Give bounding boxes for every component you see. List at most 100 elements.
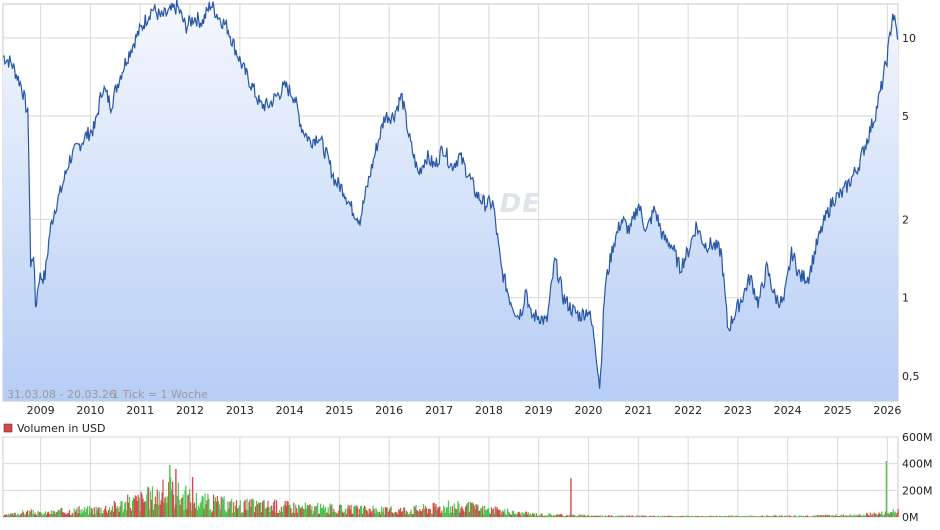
- volume-bar: [525, 511, 527, 517]
- volume-bar: [234, 512, 236, 517]
- volume-bar: [229, 501, 231, 517]
- volume-bar: [53, 511, 55, 517]
- volume-bar: [297, 513, 299, 517]
- volume-bar: [627, 515, 629, 517]
- volume-bar: [523, 512, 525, 517]
- volume-bar: [55, 512, 57, 517]
- volume-bar: [739, 516, 742, 517]
- volume-bar-spike: [175, 469, 177, 517]
- x-tick-label: 2014: [276, 404, 304, 417]
- volume-bar: [306, 505, 308, 517]
- volume-bar: [403, 507, 405, 517]
- volume-bar: [550, 514, 552, 517]
- volume-bar: [76, 507, 78, 517]
- volume-bar: [157, 504, 159, 517]
- volume-bar: [818, 515, 820, 517]
- volume-bar: [436, 510, 438, 517]
- volume-bar: [8, 515, 10, 517]
- volume-bar: [564, 516, 566, 517]
- volume-bar: [294, 513, 296, 517]
- volume-bar: [467, 501, 470, 517]
- volume-bar: [600, 516, 602, 518]
- volume-bar: [300, 507, 302, 517]
- volume-bar: [576, 516, 578, 517]
- volume-bar: [547, 516, 549, 517]
- volume-bar: [159, 504, 161, 517]
- volume-bar: [518, 511, 520, 517]
- volume-bar: [47, 511, 50, 517]
- volume-bar: [255, 506, 257, 517]
- volume-bar: [740, 516, 743, 518]
- volume-bar: [186, 509, 188, 517]
- volume-bar: [458, 503, 460, 517]
- volume-bar: [761, 515, 764, 517]
- volume-bar: [400, 507, 402, 517]
- volume-bar: [824, 514, 827, 517]
- volume-bar: [367, 513, 369, 517]
- volume-bar: [859, 515, 861, 517]
- volume-bar: [423, 503, 425, 517]
- volume-bar: [538, 514, 540, 517]
- volume-bar: [821, 515, 823, 517]
- volume-bar: [455, 509, 457, 517]
- volume-bar: [104, 508, 106, 517]
- volume-bar: [256, 500, 258, 517]
- volume-bar: [352, 513, 354, 517]
- volume-bar: [62, 512, 64, 517]
- volume-bar: [671, 516, 673, 517]
- volume-bar: [271, 505, 273, 517]
- volume-bar: [631, 515, 633, 517]
- volume-bar: [736, 515, 738, 517]
- volume-bar: [106, 511, 108, 517]
- volume-bar: [670, 516, 672, 517]
- volume-bar: [319, 513, 321, 517]
- volume-bar: [679, 516, 681, 517]
- volume-bar: [92, 514, 94, 517]
- volume-bar: [810, 516, 812, 517]
- volume-bar: [298, 504, 300, 517]
- volume-bar: [52, 510, 54, 517]
- volume-bar: [235, 500, 238, 517]
- volume-bar: [583, 514, 585, 517]
- volume-bar: [34, 512, 36, 517]
- volume-bar: [577, 515, 579, 517]
- volume-bar: [301, 505, 303, 517]
- volume-bar: [568, 516, 570, 517]
- volume-bar: [245, 509, 247, 517]
- volume-bar: [472, 503, 474, 517]
- volume-bar: [140, 491, 142, 517]
- volume-bar: [678, 516, 681, 517]
- price-line: [2, 0, 899, 389]
- volume-bar: [64, 512, 66, 517]
- volume-bar: [630, 516, 632, 517]
- volume-bar: [411, 513, 413, 517]
- volume-bar: [857, 515, 859, 517]
- volume-bar: [835, 514, 837, 517]
- volume-bar: [413, 505, 415, 517]
- volume-bar: [820, 515, 822, 517]
- price-y-tick-label: 2: [902, 213, 909, 226]
- volume-bar: [812, 515, 814, 517]
- volume-bar: [134, 495, 136, 517]
- volume-bar: [232, 512, 234, 517]
- volume-bar: [743, 515, 745, 517]
- volume-bar: [130, 510, 133, 517]
- volume-y-axis: 0M 200M 400M 600M: [902, 431, 933, 524]
- volume-bar: [38, 512, 40, 517]
- volume-bar: [628, 516, 630, 517]
- volume-bar: [478, 510, 480, 517]
- x-tick-label: 2026: [873, 404, 901, 417]
- volume-bar: [797, 516, 799, 517]
- volume-bar: [672, 515, 674, 517]
- volume-bar: [878, 512, 880, 517]
- volume-bar: [25, 514, 27, 517]
- volume-bar: [125, 501, 127, 517]
- volume-bar: [574, 515, 576, 517]
- volume-bar: [328, 514, 330, 517]
- volume-bar: [329, 503, 331, 517]
- volume-bar: [824, 515, 826, 517]
- volume-bar: [459, 512, 461, 517]
- volume-bar: [887, 512, 890, 517]
- volume-bar: [150, 491, 152, 517]
- volume-bar: [887, 513, 889, 517]
